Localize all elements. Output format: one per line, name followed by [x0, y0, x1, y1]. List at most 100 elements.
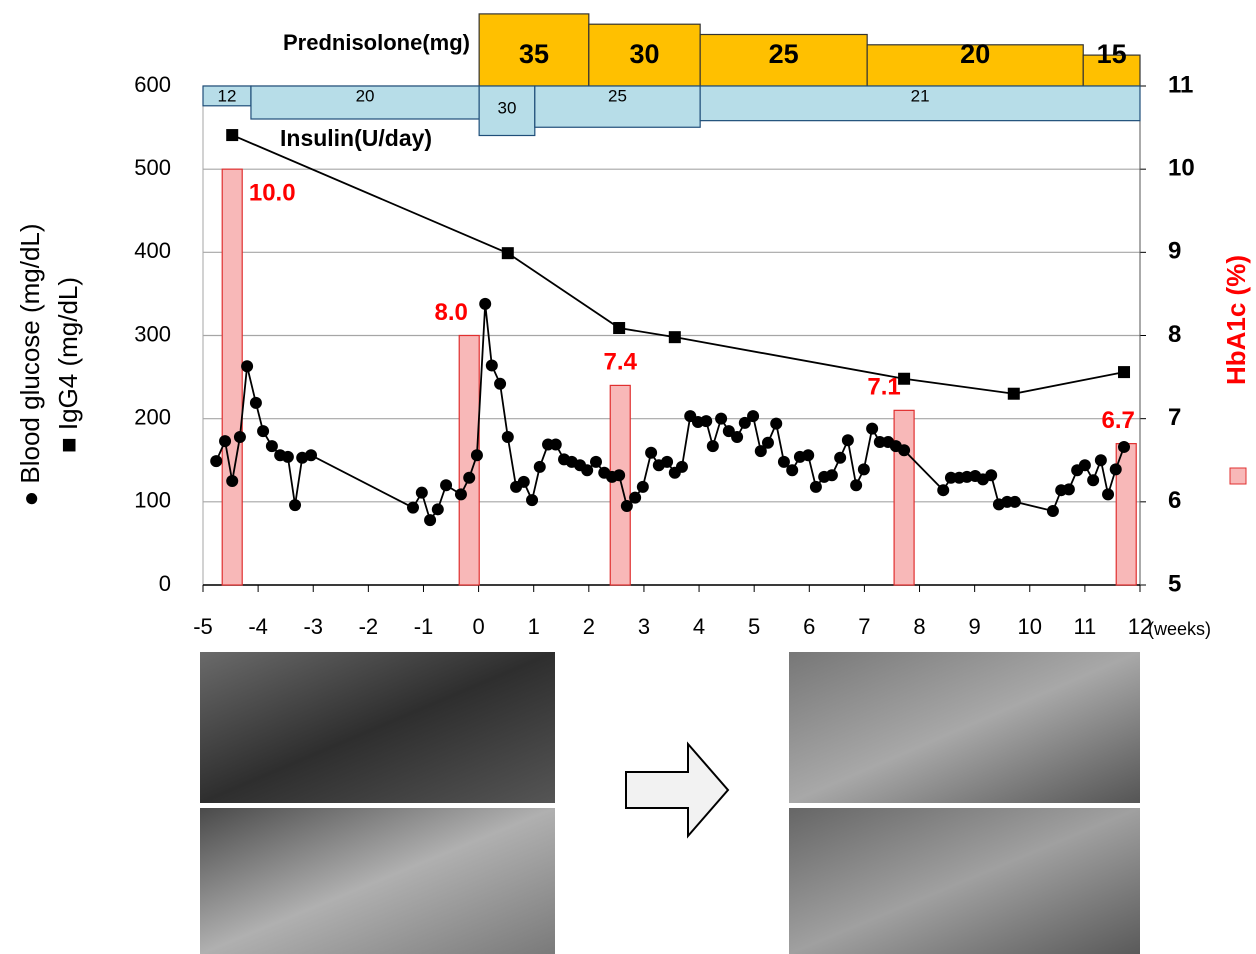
y2-tick-label: 10	[1168, 155, 1195, 182]
glucose-marker	[550, 438, 562, 450]
glucose-marker	[1047, 505, 1059, 517]
glucose-marker	[786, 464, 798, 476]
ct-before	[200, 808, 555, 954]
hba1c-bar	[222, 169, 242, 585]
igg4-marker	[502, 247, 514, 259]
glucose-marker	[463, 472, 475, 484]
x-tick-label: 4	[693, 614, 705, 639]
hba1c-label: 7.4	[604, 349, 638, 376]
ultrasound-after	[789, 652, 1140, 803]
figure: 0100200300400500600567891011-5-4-3-2-101…	[0, 0, 1256, 954]
y2-tick-label: 9	[1168, 238, 1181, 265]
y-tick-label: 400	[134, 238, 171, 263]
glucose-marker	[305, 449, 317, 461]
glucose-marker	[676, 461, 688, 473]
x-tick-label: -1	[414, 614, 434, 639]
y-tick-label: 500	[134, 155, 171, 180]
glucose-marker	[637, 481, 649, 493]
glucose-marker	[629, 492, 641, 504]
insulin-label: 21	[911, 86, 930, 105]
insulin-label: 30	[498, 98, 517, 117]
hba1c-label: 10.0	[249, 180, 296, 207]
glucose-marker	[502, 431, 514, 443]
arrow	[626, 744, 728, 836]
glucose-marker	[518, 476, 530, 488]
glucose-marker	[1063, 483, 1075, 495]
glucose-marker	[241, 360, 253, 372]
x-tick-label: -3	[303, 614, 323, 639]
igg4-marker	[226, 129, 238, 141]
glucose-marker	[210, 455, 222, 467]
glucose-marker	[613, 469, 625, 481]
y-axis-title: ● Blood glucose (mg/dL)	[15, 223, 45, 506]
glucose-marker	[731, 431, 743, 443]
glucose-marker	[1102, 488, 1114, 500]
glucose-marker	[424, 514, 436, 526]
x-tick-label: -4	[248, 614, 268, 639]
prednisolone-label: 20	[960, 39, 990, 69]
y-tick-label: 100	[134, 488, 171, 513]
line	[232, 135, 1124, 394]
x-tick-label: 11	[1073, 614, 1096, 639]
glucose-marker	[762, 437, 774, 449]
glucose-marker	[1087, 474, 1099, 486]
glucose-marker	[486, 359, 498, 371]
x-tick-label: 3	[638, 614, 650, 639]
x-tick-label: 0	[472, 614, 484, 639]
hba1c-bar	[610, 385, 630, 585]
ultrasound-before	[200, 652, 555, 803]
glucose-marker	[534, 461, 546, 473]
y2-tick-label: 11	[1168, 71, 1193, 98]
glucose-marker	[1079, 459, 1091, 471]
y2-axis-title: HbA1c (%)	[1221, 255, 1251, 385]
prednisolone-label: 25	[769, 39, 799, 69]
glucose-marker	[826, 469, 838, 481]
glucose-marker	[234, 431, 246, 443]
prednisolone-label: 30	[629, 39, 659, 69]
y2-tick-label: 5	[1168, 570, 1181, 597]
glucose-marker	[985, 469, 997, 481]
x-tick-label: 5	[748, 614, 760, 639]
glucose-marker	[289, 499, 301, 511]
glucose-marker	[471, 449, 483, 461]
glucose-marker	[866, 423, 878, 435]
igg4-marker	[1118, 366, 1130, 378]
glucose-marker	[842, 434, 854, 446]
glucose-marker	[455, 488, 467, 500]
glucose-marker	[432, 503, 444, 515]
x-tick-label: 6	[803, 614, 815, 639]
glucose-marker	[770, 418, 782, 430]
glucose-marker	[250, 397, 262, 409]
y-axis-title: ■ IgG4 (mg/dL)	[53, 277, 83, 453]
glucose-marker	[1110, 463, 1122, 475]
insulin-label: 25	[608, 86, 627, 105]
glucose-marker	[834, 452, 846, 464]
y-tick-label: 200	[134, 404, 171, 429]
glucose-marker	[715, 413, 727, 425]
insulin-label: 20	[356, 86, 375, 105]
glucose-marker	[1009, 496, 1021, 508]
glucose-marker	[219, 435, 231, 447]
glucose-marker	[1118, 441, 1130, 453]
glucose-marker	[416, 487, 428, 499]
glucose-marker	[1095, 454, 1107, 466]
igg4-marker	[898, 373, 910, 385]
glucose-marker	[747, 410, 759, 422]
glucose-marker	[226, 475, 238, 487]
glucose-marker	[282, 451, 294, 463]
glucose-marker	[407, 502, 419, 514]
glucose-marker	[810, 481, 822, 493]
hba1c-label: 6.7	[1102, 407, 1135, 434]
x-tick-label: 2	[583, 614, 595, 639]
igg4-marker	[669, 331, 681, 343]
prednisolone-label: 15	[1097, 39, 1127, 69]
igg4-marker	[1008, 388, 1020, 400]
glucose-marker	[479, 298, 491, 310]
x-tick-label: 1	[528, 614, 540, 639]
igg4-marker	[613, 322, 625, 334]
glucose-marker	[266, 440, 278, 452]
glucose-marker	[850, 479, 862, 491]
glucose-marker	[645, 447, 657, 459]
glucose-marker	[590, 456, 602, 468]
glucose-marker	[858, 463, 870, 475]
